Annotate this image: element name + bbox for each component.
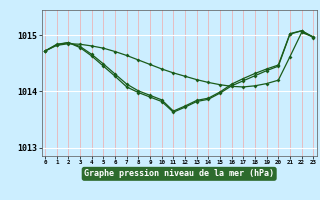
X-axis label: Graphe pression niveau de la mer (hPa): Graphe pression niveau de la mer (hPa): [84, 169, 274, 178]
